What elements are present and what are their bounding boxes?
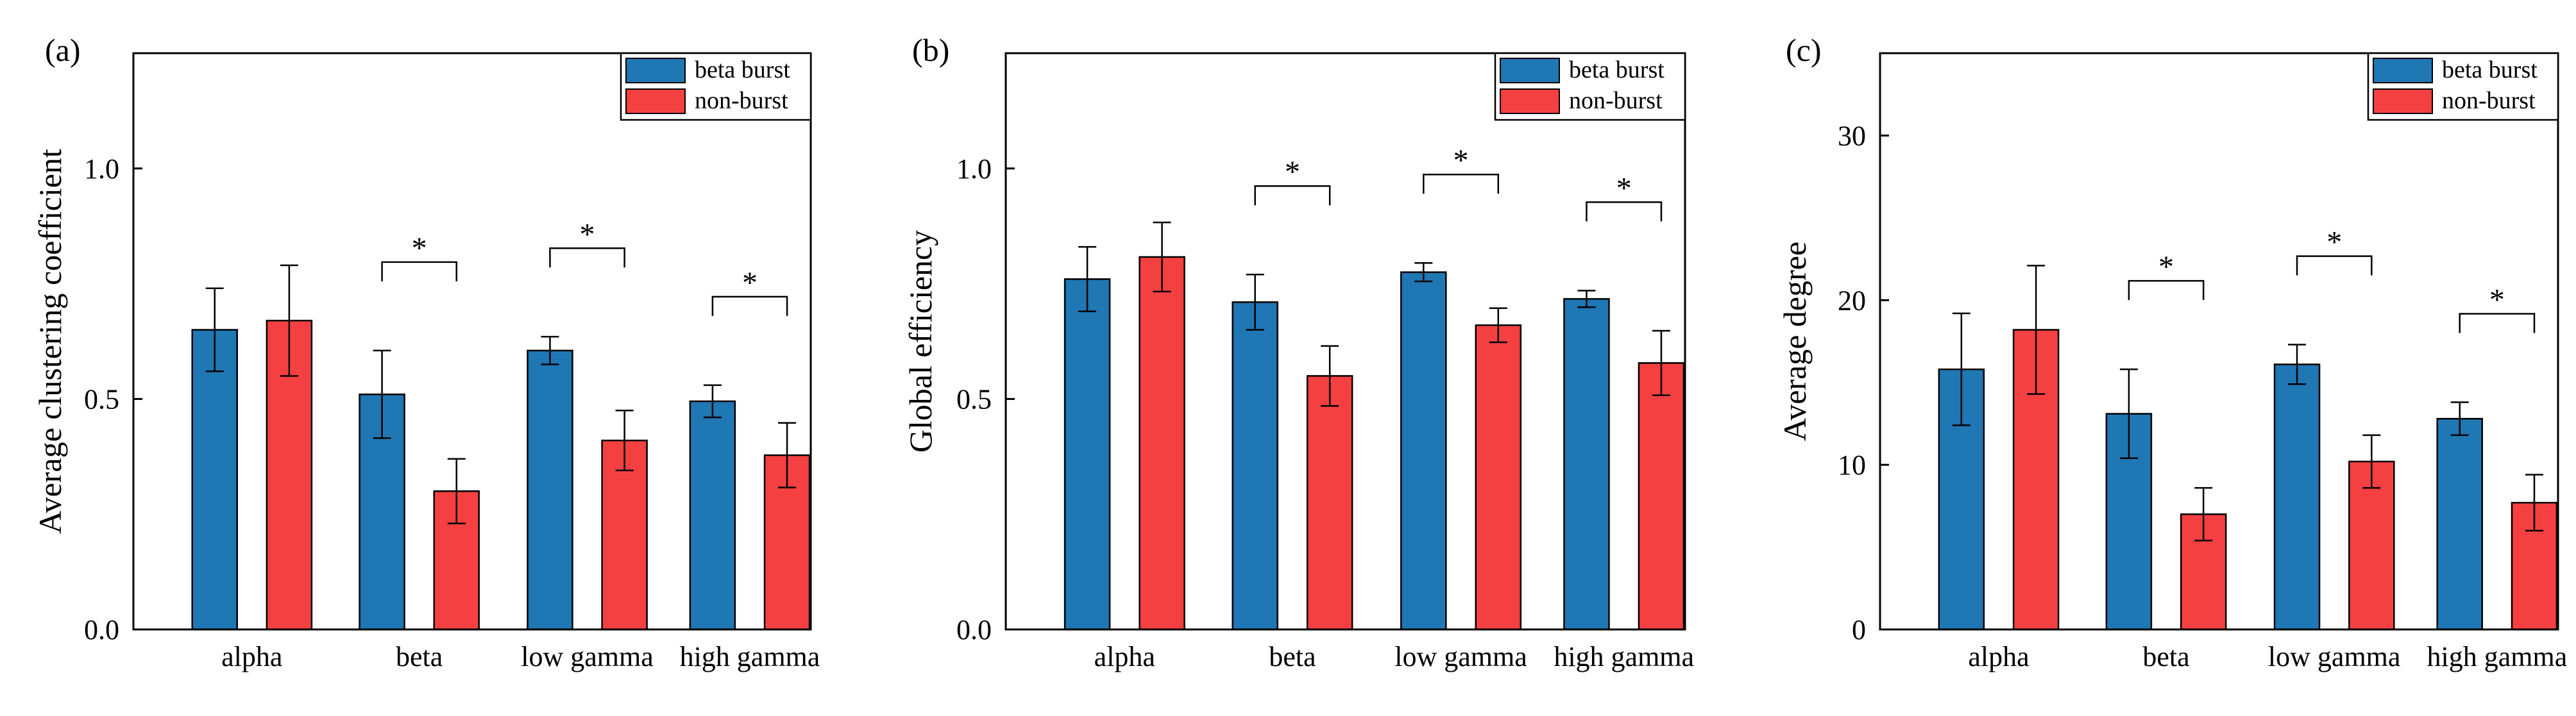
x-tick-label: low gamma — [1394, 641, 1527, 672]
y-tick-label: 0.0 — [84, 614, 119, 645]
plot-frame — [1879, 52, 2559, 631]
panel-label: (c) — [1786, 32, 1822, 68]
bar-beta-burst-high-gamma — [689, 400, 736, 631]
legend-label: beta burst — [1569, 56, 1665, 83]
bar-beta-burst-high-gamma — [2436, 417, 2483, 631]
bar-beta-burst-low-gamma — [1400, 271, 1447, 631]
legend-label: non-burst — [1569, 87, 1663, 114]
x-tick-label: low gamma — [521, 641, 654, 672]
bar-beta-burst-high-gamma — [1563, 298, 1610, 631]
x-tick-label: alpha — [1968, 641, 2029, 672]
bar-beta-burst-low-gamma — [527, 349, 573, 631]
x-tick-label: beta — [1269, 641, 1316, 672]
y-tick-label: 0.0 — [956, 614, 992, 645]
legend-label: beta burst — [695, 56, 790, 83]
y-tick-label: 1.0 — [84, 153, 119, 185]
plot-frame — [132, 52, 812, 631]
y-tick-label: 20 — [1838, 285, 1866, 316]
x-tick-label: beta — [2142, 641, 2189, 672]
chart-panel-3: (c) * * * 0 10 20 30 alpha beta low gamma high gamm… — [1777, 32, 2567, 672]
y-axis-label: Average clustering coefficient — [32, 149, 68, 534]
bar-beta-burst-alpha — [191, 329, 238, 631]
significance-bracket — [2128, 279, 2205, 301]
legend-swatch — [625, 88, 686, 114]
y-tick-label: 30 — [1838, 120, 1866, 151]
significance-marker: * — [1616, 171, 1632, 205]
y-tick-label: 1.0 — [956, 153, 992, 185]
x-tick-label: high gamma — [2427, 641, 2568, 672]
bar-beta-burst-beta — [1232, 301, 1278, 631]
panel-label: (a) — [45, 32, 81, 68]
significance-marker: * — [1453, 144, 1469, 178]
significance-bracket — [1254, 185, 1331, 206]
legend-swatch — [1500, 58, 1560, 83]
x-tick-label: alpha — [1094, 641, 1155, 672]
y-tick-label: 0.5 — [84, 383, 119, 415]
legend-label: beta burst — [2442, 56, 2538, 83]
significance-marker: * — [2326, 226, 2342, 260]
bar-beta-burst-alpha — [1063, 278, 1111, 631]
legend-swatch — [2373, 88, 2433, 114]
significance-bracket — [381, 261, 457, 281]
significance-bracket — [2459, 313, 2536, 333]
chart-panel-1: (a) * * * 0.0 0.5 1.0 alpha beta low gamma high ga… — [32, 32, 820, 672]
legend: beta burst non-burst — [1494, 52, 1686, 121]
panel-label: (b) — [912, 32, 949, 68]
significance-bracket — [2296, 255, 2373, 276]
significance-marker: * — [1285, 155, 1300, 189]
legend: beta burst non-burst — [620, 52, 812, 121]
bar-non-burst-high-gamma — [1638, 362, 1685, 631]
bar-non-burst-low-gamma — [601, 439, 648, 631]
bar-non-burst-beta — [1306, 375, 1353, 631]
bar-non-burst-low-gamma — [1475, 324, 1522, 631]
legend: beta burst non-burst — [2367, 52, 2559, 121]
legend-swatch — [2373, 58, 2433, 83]
y-tick-label: 10 — [1838, 449, 1866, 481]
significance-marker: * — [580, 217, 595, 251]
y-axis-label: Average degree — [1777, 242, 1813, 441]
bar-beta-burst-low-gamma — [2273, 363, 2321, 631]
plot-frame — [1004, 52, 1686, 631]
legend-label: non-burst — [695, 87, 788, 114]
significance-bracket — [549, 247, 625, 268]
bar-non-burst-alpha — [1139, 256, 1185, 631]
significance-marker: * — [742, 266, 758, 300]
significance-marker: * — [412, 231, 427, 265]
significance-bracket — [1586, 201, 1663, 222]
x-tick-label: alpha — [221, 641, 282, 672]
y-tick-label: 0.5 — [956, 383, 992, 415]
y-tick-label: 0 — [1852, 614, 1866, 645]
significance-bracket — [1423, 173, 1500, 194]
x-tick-label: beta — [396, 641, 443, 672]
chart-panel-2: (b) * * * 0.0 0.5 1.0 alpha beta low gamma high ga… — [902, 32, 1694, 672]
x-tick-label: high gamma — [1554, 641, 1694, 672]
significance-marker: * — [2158, 250, 2174, 284]
y-axis-label: Global efficiency — [902, 230, 938, 453]
significance-marker: * — [2489, 283, 2505, 317]
legend-swatch — [625, 58, 686, 83]
x-tick-label: low gamma — [2268, 641, 2401, 672]
x-tick-label: high gamma — [680, 641, 820, 672]
significance-bracket — [711, 296, 788, 316]
legend-swatch — [1500, 88, 1560, 114]
legend-label: non-burst — [2442, 87, 2536, 114]
